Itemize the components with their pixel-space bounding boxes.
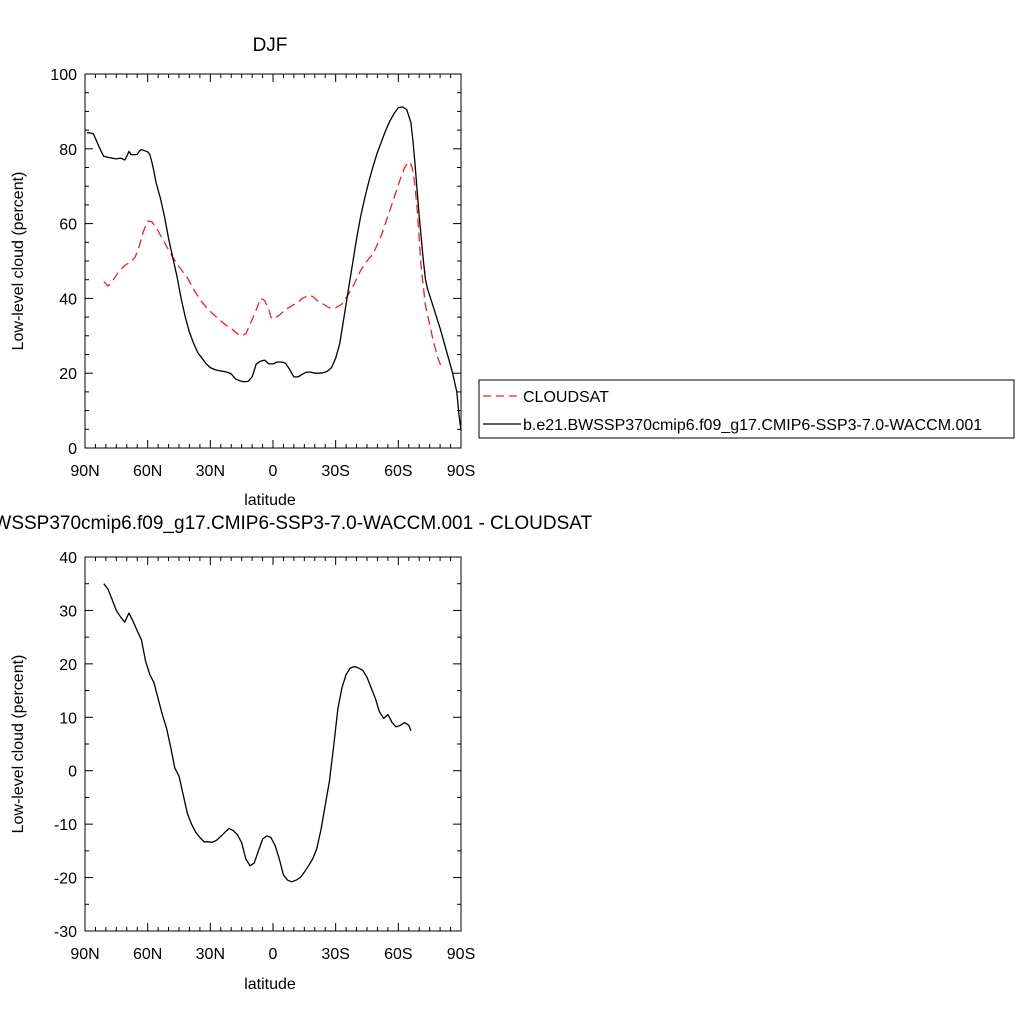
bottom-y-tick-label: 10 <box>59 710 77 727</box>
top-x-tick-label: 60N <box>133 463 162 480</box>
legend-box <box>478 379 1015 439</box>
bottom-x-tick-label: 30S <box>321 946 349 963</box>
bottom-y-tick-label: -20 <box>54 871 77 888</box>
bottom-x-tick-label: 90S <box>447 946 475 963</box>
top-x-axis-label: latitude <box>244 492 296 509</box>
bottom-y-tick-label: 30 <box>59 603 77 620</box>
bottom-y-axis-label: Low-level cloud (percent) <box>10 655 27 834</box>
bottom-chart-title: b.e21.BWSSP370cmip6.f09_g17.CMIP6-SSP3-7… <box>0 513 592 534</box>
top-series-line-0 <box>103 161 443 370</box>
bottom-x-tick-label: 0 <box>269 946 278 963</box>
legend: CLOUDSAT b.e21.BWSSP370cmip6.f09_g17.CMI… <box>478 379 1015 439</box>
panel-bottom: b.e21.BWSSP370cmip6.f09_g17.CMIP6-SSP3-7… <box>0 513 592 993</box>
bottom-plot-frame <box>84 556 462 932</box>
bottom-x-axis-label: latitude <box>244 976 296 993</box>
top-x-tick-label: 30S <box>321 463 349 480</box>
bottom-x-tick-label: 30N <box>196 946 225 963</box>
top-x-tick-label: 30N <box>196 463 225 480</box>
top-y-tick-label: 0 <box>68 441 77 458</box>
top-plot-frame <box>84 73 462 449</box>
panel-top: DJF 90N 60N 30N 0 30S 60S 90S 0 20 40 60 80 100 lati… <box>10 35 475 509</box>
bottom-y-tick-label: 20 <box>59 657 77 674</box>
legend-label-model: b.e21.BWSSP370cmip6.f09_g17.CMIP6-SSP3-7… <box>523 417 982 434</box>
top-y-axis-label: Low-level cloud (percent) <box>10 172 27 351</box>
bottom-axis-ticks: 90N 60N 30N 0 30S 60S 90S -30 -20 -10 0 10 20 30 40 <box>54 550 475 963</box>
top-chart-title: DJF <box>253 35 288 56</box>
top-y-tick-label: 20 <box>59 366 77 383</box>
top-y-tick-label: 40 <box>59 291 77 308</box>
bottom-series-group <box>103 583 412 883</box>
top-series-line-1 <box>87 106 462 431</box>
top-x-tick-label: 90S <box>447 463 475 480</box>
top-x-tick-label: 0 <box>269 463 278 480</box>
top-series-group <box>87 106 462 431</box>
bottom-y-tick-label: -30 <box>54 924 77 941</box>
bottom-x-tick-label: 90N <box>70 946 99 963</box>
top-y-tick-label: 60 <box>59 217 77 234</box>
top-x-tick-label: 60S <box>384 463 412 480</box>
bottom-y-tick-label: 40 <box>59 550 77 567</box>
bottom-x-tick-label: 60N <box>133 946 162 963</box>
bottom-y-tick-label: -10 <box>54 817 77 834</box>
legend-label-cloudsat: CLOUDSAT <box>523 389 609 406</box>
top-x-tick-label: 90N <box>70 463 99 480</box>
bottom-x-tick-label: 60S <box>384 946 412 963</box>
bottom-y-tick-label: 0 <box>68 764 77 781</box>
top-axis-ticks: 90N 60N 30N 0 30S 60S 90S 0 20 40 60 80 100 <box>50 67 475 480</box>
top-y-tick-label: 80 <box>59 142 77 159</box>
top-y-tick-label: 100 <box>50 67 77 84</box>
bottom-series-line-0 <box>103 583 412 883</box>
